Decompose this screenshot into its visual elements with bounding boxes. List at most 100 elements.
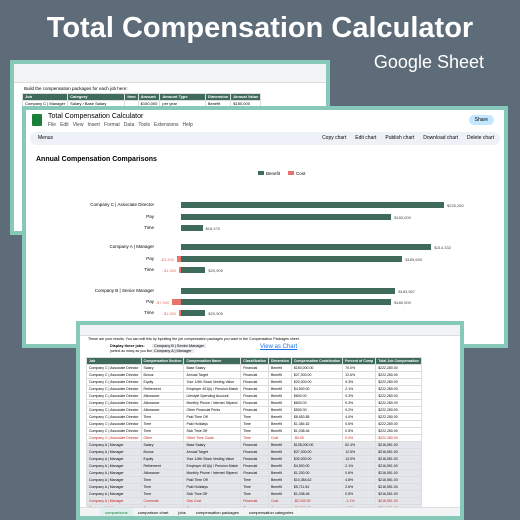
table-cell: 0.6% <box>342 420 377 428</box>
header-cell: Dimension <box>204 93 232 101</box>
header-cell: Total Job Compensation <box>375 357 422 365</box>
menu-item[interactable]: Help <box>182 122 193 128</box>
table-cell: Benefit <box>267 385 292 393</box>
job-chip[interactable]: Company B | Senior Manager <box>152 344 206 348</box>
table-row: Company A | Manager Retirement Employer 40… <box>86 462 422 470</box>
table-cell: Time <box>140 483 185 491</box>
sheet-tab[interactable]: compensation categories <box>248 510 294 515</box>
legend-item: Benefit <box>258 171 280 176</box>
table-cell: Paid Time Off <box>183 413 242 421</box>
bar <box>181 256 403 262</box>
table-cell: $216,551.00 <box>375 483 422 491</box>
table-cell: Benefit <box>267 448 292 456</box>
table-cell: Company A | Manager <box>86 462 142 470</box>
table-cell: 4.8% <box>342 476 377 484</box>
job-chip[interactable]: Company A | Manager <box>152 349 194 353</box>
table-cell: $600.00 <box>290 399 344 407</box>
table-cell: Time <box>240 420 269 428</box>
table-cell: Company A | Manager <box>86 497 142 505</box>
table-cell: Sick Time Off <box>183 427 242 435</box>
table-cell: Retirement <box>140 385 185 393</box>
menu-item[interactable]: Data <box>123 122 135 128</box>
table-row: Company A | Manager Time Paid Holidays Time… <box>86 483 422 491</box>
table-cell: $222,280.00 <box>375 371 422 379</box>
table-cell: Company A | Manager <box>86 441 142 449</box>
table-row: Company C | Associate Director Time Paid T… <box>86 413 422 421</box>
table-row: Company A | Manager Time Paid Time Off Time… <box>86 476 422 484</box>
chart-button[interactable]: Edit chart <box>355 135 377 141</box>
table-cell: $8,653.85 <box>290 413 344 421</box>
header-cell: Item <box>124 93 139 101</box>
table-cell: Allowance <box>140 399 185 407</box>
table-row: Company C | Associate Director Allowance L… <box>86 392 422 400</box>
header-cell: Compensation Name <box>183 357 242 365</box>
chart-button[interactable]: Copy chart <box>322 135 347 141</box>
share-button[interactable]: Share <box>468 115 494 125</box>
toolbar <box>80 325 460 336</box>
menu-item[interactable]: Tools <box>138 122 151 128</box>
menu-item[interactable]: Insert <box>87 122 100 128</box>
table-cell: Benefit <box>267 378 292 386</box>
table-cell: $222,280.00 <box>375 406 422 414</box>
chart-button[interactable]: Delete chart <box>467 135 494 141</box>
chart-button[interactable]: Publish chart <box>385 135 415 141</box>
header-cell: Dimension <box>267 357 292 365</box>
table-cell: Time <box>140 420 185 428</box>
category-label: Pay <box>146 214 154 219</box>
table-cell: Bonus <box>140 371 185 379</box>
header-cell: Job <box>86 357 142 365</box>
table-cell: Company A | Manager <box>86 476 142 484</box>
table-cell: Company C | Associate Director <box>86 392 142 400</box>
sheet-tab[interactable]: comparison chart <box>137 510 169 515</box>
sheet-tabs: comparisons comparison chart jobs compensat… <box>80 507 460 516</box>
table-cell: Financial <box>240 455 269 463</box>
header-cell: Compensation Section <box>140 357 185 365</box>
menu-item[interactable]: View <box>72 122 84 128</box>
table-cell: $27,000.00 <box>290 448 344 456</box>
header-cell: Job <box>21 93 69 101</box>
header-cell: Amount <box>137 93 161 101</box>
table-cell: Benefit <box>267 462 292 470</box>
chart-button[interactable]: Download chart <box>423 135 459 141</box>
menu-item[interactable]: Extensions <box>154 122 179 128</box>
table-cell: 0.3% <box>342 392 377 400</box>
table-cell: Other Time Costs <box>183 434 242 442</box>
bar <box>172 299 181 305</box>
table-cell: Benefit <box>267 420 292 428</box>
table-cell: Company C | Associate Director <box>86 378 142 386</box>
table-cell: Company C | Associate Director <box>86 427 142 435</box>
table-cell: Monthly Phone / Internet Stipend <box>183 469 242 477</box>
menu-item[interactable]: File <box>48 122 57 128</box>
table-cell: Company A | Manager <box>86 448 142 456</box>
sheet-tab[interactable]: jobs <box>178 510 186 515</box>
table-cell: $600.00 <box>290 392 344 400</box>
table-cell: Financial <box>240 406 269 414</box>
table-cell: Cost <box>267 434 292 442</box>
category-label: Pay <box>146 256 154 261</box>
table-cell: Financial <box>240 371 269 379</box>
sheet-tab[interactable]: comparisons <box>100 508 133 516</box>
table-row: Company C | Associate Director Other Other… <box>86 434 422 442</box>
table-cell: Your 1/4th Stock Vesting Value <box>183 378 242 386</box>
search[interactable]: Menus <box>38 135 54 141</box>
table-cell: $216,551.00 <box>375 490 422 498</box>
table-row: Company C | Associate Director Bonus Annua… <box>86 371 422 379</box>
menu-item[interactable]: Edit <box>60 122 69 128</box>
table-cell: Annual Target <box>183 371 242 379</box>
menu-bar: File Edit View Insert Format Data Tools Extensi… <box>48 122 197 128</box>
table-row: Company A | Manager Bonus Annual Target Fin… <box>86 448 422 456</box>
table-row: Company C | Associate Director Equity Your… <box>86 378 422 386</box>
table-cell: $222,280.00 <box>375 420 422 428</box>
menu-item[interactable]: Format <box>103 122 120 128</box>
category-label: Company A | Manager <box>109 244 154 249</box>
view-link[interactable]: View as Chart <box>260 344 298 350</box>
table-row: Company A | Manager Time Sick Time Off Time… <box>86 490 422 498</box>
table-cell: Company C | Associate Director <box>86 420 142 428</box>
sheet-tab[interactable]: compensation packages <box>195 510 239 515</box>
table-cell: Annual Target <box>183 448 242 456</box>
header-cell: Compensation Contribution <box>290 357 344 365</box>
sheets-icon <box>32 114 42 126</box>
display-hint: (select as many as you like) <box>110 349 154 353</box>
category-label: Time <box>144 267 154 272</box>
table-cell: Time <box>140 490 185 498</box>
